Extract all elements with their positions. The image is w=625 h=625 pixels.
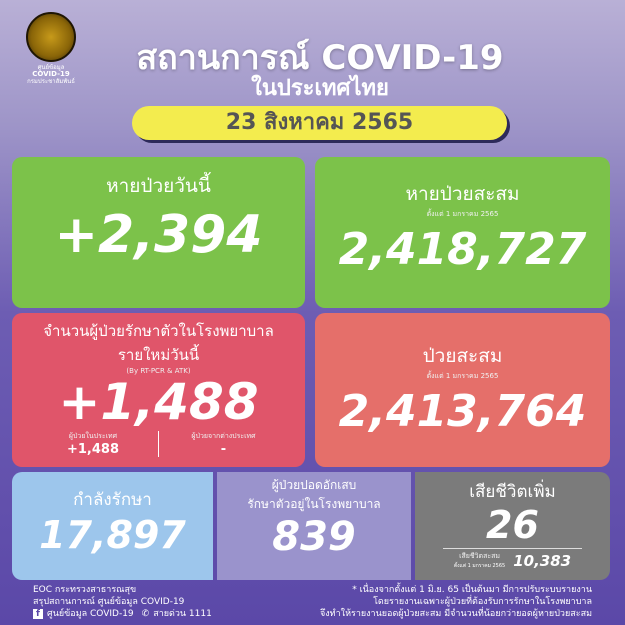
logo-line: ศูนย์ข้อมูล	[37, 64, 65, 71]
logo-line: COVID-19	[32, 70, 70, 78]
note-line: โดยรายงานเฉพาะผู้ป่วยที่ต้องรับการรักษาใ…	[373, 597, 592, 607]
logo-line: กรมประชาสัมพันธ์	[27, 78, 75, 85]
treating-card: กำลังรักษา 17,897	[12, 472, 213, 580]
card-value: 2,418,727	[338, 224, 587, 275]
deaths-total-label: เสียชีวิตสะสม	[459, 552, 501, 560]
recovered-today-card: หายป่วยวันนี้ +2,394	[12, 157, 305, 308]
domestic-value: +1,488	[66, 442, 119, 457]
facebook-page[interactable]: ศูนย์ข้อมูล COVID-19	[47, 609, 134, 619]
card-label: ป่วยสะสม	[422, 345, 503, 367]
footer-line: EOC กระทรวงสาธารณสุข	[33, 585, 137, 595]
government-seal-logo	[26, 12, 76, 62]
card-label-2: รายใหม่วันนี้	[117, 346, 200, 364]
note-line: จึงทำให้รายงานยอดผู้ป่วยสะสม มีจำนวนที่น…	[320, 609, 592, 619]
card-label: หายป่วยวันนี้	[106, 175, 211, 197]
card-label: กำลังรักษา	[73, 490, 152, 510]
footer-line: สรุปสถานการณ์ ศูนย์ข้อมูล COVID-19	[33, 597, 185, 607]
recovered-total-card: หายป่วยสะสม ตั้งแต่ 1 มกราคม 2565 2,418,…	[315, 157, 610, 308]
card-value: +2,394	[54, 205, 263, 265]
new-cases-card: จำนวนผู้ป่วยรักษาตัวในโรงพยาบาล รายใหม่ว…	[12, 313, 305, 467]
pneumonia-card: ผู้ป่วยปอดอักเสบ รักษาตัวอยู่ในโรงพยาบาล…	[217, 472, 411, 580]
page-title: สถานการณ์ COVID-19	[136, 38, 504, 78]
facebook-icon: f	[33, 609, 43, 619]
logo-caption: ศูนย์ข้อมูล COVID-19 กรมประชาสัมพันธ์	[18, 64, 84, 85]
foreign-cases: ผู้ป่วยจากต่างประเทศ -	[159, 431, 289, 457]
phone-icon: ✆	[141, 609, 150, 619]
deaths-total-value: 10,383	[513, 551, 572, 570]
card-value: +1,488	[58, 373, 259, 431]
card-value: 17,897	[39, 513, 186, 557]
card-label: หายป่วยสะสม	[405, 183, 520, 205]
domestic-cases: ผู้ป่วยในประเทศ +1,488	[29, 431, 159, 457]
card-method: (By RT-PCR & ATK)	[126, 367, 191, 375]
card-since: ตั้งแต่ 1 มกราคม 2565	[426, 210, 499, 218]
card-value: 2,413,764	[338, 386, 587, 437]
card-label-2: รักษาตัวอยู่ในโรงพยาบาล	[247, 497, 381, 511]
page-subtitle: ในประเทศไทย	[251, 76, 389, 101]
foreign-label: ผู้ป่วยจากต่างประเทศ	[191, 432, 256, 440]
card-label: จำนวนผู้ป่วยรักษาตัวในโรงพยาบาล	[43, 322, 274, 340]
deaths-total-since: ตั้งแต่ 1 มกราคม 2565	[453, 563, 506, 569]
date-banner: 23 สิงหาคม 2565	[132, 106, 507, 140]
foreign-value: -	[220, 442, 227, 457]
deaths-card: เสียชีวิตเพิ่ม 26 เสียชีวิตสะสม ตั้งแต่ …	[415, 472, 610, 580]
footer-note: * เนื่องจากตั้งแต่ 1 มิ.ย. 65 เป็นต้นมา …	[320, 584, 592, 620]
domestic-label: ผู้ป่วยในประเทศ	[68, 432, 118, 440]
card-label: เสียชีวิตเพิ่ม	[469, 482, 556, 502]
footer-source: EOC กระทรวงสาธารณสุข สรุปสถานการณ์ ศูนย์…	[33, 584, 212, 620]
card-value: 26	[486, 503, 539, 547]
note-line: * เนื่องจากตั้งแต่ 1 มิ.ย. 65 เป็นต้นมา …	[352, 585, 592, 595]
card-since: ตั้งแต่ 1 มกราคม 2565	[426, 372, 499, 380]
card-value: 839	[272, 514, 356, 560]
card-label: ผู้ป่วยปอดอักเสบ	[271, 478, 357, 492]
cases-total-card: ป่วยสะสม ตั้งแต่ 1 มกราคม 2565 2,413,764	[315, 313, 610, 467]
hotline: สายด่วน 1111	[153, 609, 212, 619]
